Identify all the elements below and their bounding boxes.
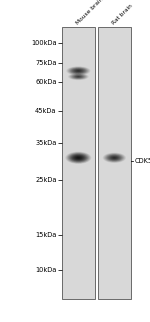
Ellipse shape — [75, 156, 82, 159]
Ellipse shape — [67, 152, 90, 163]
Ellipse shape — [68, 73, 89, 80]
Ellipse shape — [108, 155, 121, 161]
Ellipse shape — [65, 152, 91, 164]
Ellipse shape — [75, 75, 82, 78]
Text: 100kDa: 100kDa — [31, 41, 57, 46]
Text: 45kDa: 45kDa — [35, 108, 57, 114]
Text: Rat brain: Rat brain — [112, 3, 134, 26]
Ellipse shape — [69, 73, 88, 80]
Ellipse shape — [74, 75, 83, 78]
Ellipse shape — [75, 70, 81, 72]
Ellipse shape — [113, 157, 115, 158]
Ellipse shape — [104, 153, 125, 163]
Ellipse shape — [76, 70, 80, 71]
Ellipse shape — [73, 75, 84, 79]
Ellipse shape — [109, 155, 120, 160]
Text: 75kDa: 75kDa — [35, 60, 57, 66]
Ellipse shape — [76, 157, 81, 159]
Text: 60kDa: 60kDa — [35, 79, 57, 85]
Ellipse shape — [72, 69, 84, 73]
Ellipse shape — [69, 153, 88, 162]
Ellipse shape — [70, 68, 86, 74]
Ellipse shape — [106, 154, 123, 162]
Ellipse shape — [74, 69, 82, 72]
Ellipse shape — [68, 67, 88, 75]
Ellipse shape — [66, 66, 90, 75]
Ellipse shape — [110, 156, 119, 160]
Ellipse shape — [67, 67, 89, 75]
Ellipse shape — [107, 154, 122, 161]
Ellipse shape — [70, 74, 86, 79]
Text: 25kDa: 25kDa — [35, 177, 57, 183]
Bar — [62, 27, 94, 299]
Text: 35kDa: 35kDa — [35, 140, 57, 146]
Text: 10kDa: 10kDa — [35, 267, 57, 273]
Text: Mouse brain: Mouse brain — [76, 0, 105, 26]
Ellipse shape — [111, 156, 117, 159]
Ellipse shape — [70, 74, 87, 80]
Ellipse shape — [105, 154, 124, 162]
Ellipse shape — [77, 76, 80, 77]
Ellipse shape — [68, 153, 89, 163]
Bar — [98, 27, 130, 299]
Ellipse shape — [69, 68, 87, 74]
Text: 15kDa: 15kDa — [35, 232, 57, 238]
Ellipse shape — [71, 74, 85, 79]
Ellipse shape — [77, 157, 80, 158]
Ellipse shape — [70, 154, 87, 162]
Ellipse shape — [76, 76, 81, 78]
Ellipse shape — [74, 156, 83, 160]
Ellipse shape — [103, 153, 126, 163]
Ellipse shape — [112, 157, 116, 159]
Ellipse shape — [71, 154, 86, 161]
Ellipse shape — [111, 156, 118, 159]
Ellipse shape — [72, 75, 84, 79]
Text: CDK5: CDK5 — [135, 158, 150, 164]
Ellipse shape — [78, 76, 79, 77]
Ellipse shape — [71, 68, 86, 73]
Ellipse shape — [72, 155, 85, 161]
Ellipse shape — [73, 155, 84, 160]
Ellipse shape — [73, 69, 83, 73]
